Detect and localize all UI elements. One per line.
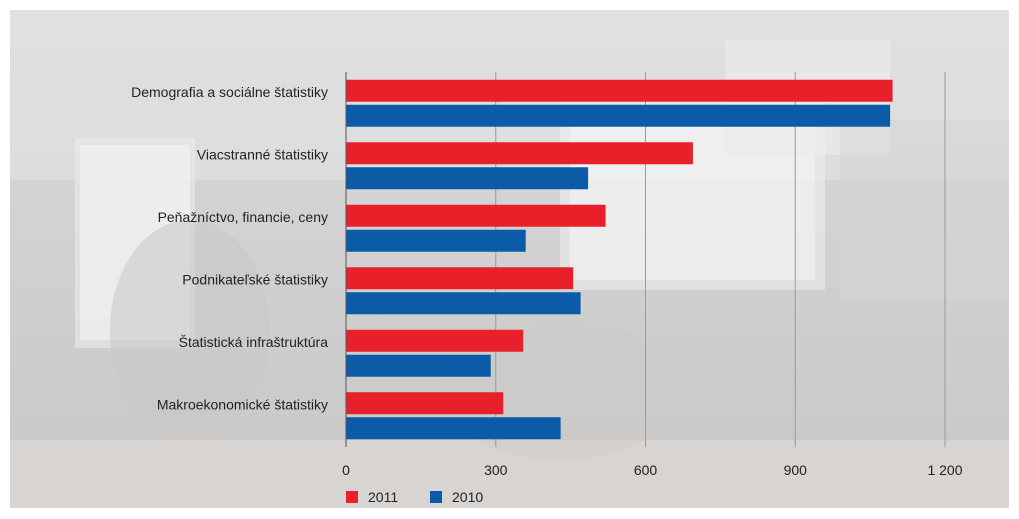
bars	[346, 79, 893, 440]
bar-2010	[346, 292, 581, 315]
bar-2010	[346, 354, 491, 377]
legend-label-2010: 2010	[452, 489, 483, 505]
legend-label-2011: 2011	[368, 489, 398, 505]
x-tick-labels: 0 300 600 900 1 200	[342, 462, 963, 478]
legend-swatch-2011	[346, 491, 358, 503]
bar-2010	[346, 417, 561, 440]
bar-2010	[346, 167, 589, 190]
x-tick-label: 300	[484, 462, 508, 478]
x-tick-label: 600	[634, 462, 658, 478]
x-tick-label: 1 200	[927, 462, 962, 478]
legend: 2011 2010	[346, 489, 483, 505]
x-tick-label: 900	[784, 462, 808, 478]
bar-2011	[346, 79, 893, 102]
category-label: Makroekonomické štatistiky	[157, 396, 328, 412]
gridlines	[495, 72, 946, 447]
bar-2011	[346, 142, 693, 165]
category-label: Peňažníctvo, financie, ceny	[158, 209, 328, 225]
bar-2011	[346, 392, 504, 415]
category-labels: Demografia a sociálne štatistiky Viacstra…	[131, 84, 328, 413]
category-label: Demografia a sociálne štatistiky	[131, 84, 328, 100]
bar-2011	[346, 204, 606, 227]
bar-2011	[346, 329, 524, 352]
bar-2010	[346, 104, 891, 127]
bar-2010	[346, 229, 526, 252]
category-label: Viacstranné štatistiky	[197, 146, 328, 162]
category-label: Podnikateľské štatistiky	[182, 271, 328, 287]
x-tick-label: 0	[342, 462, 350, 478]
bar-2011	[346, 267, 574, 290]
category-label: Štatistická infraštruktúra	[179, 334, 329, 350]
legend-swatch-2010	[430, 491, 442, 503]
